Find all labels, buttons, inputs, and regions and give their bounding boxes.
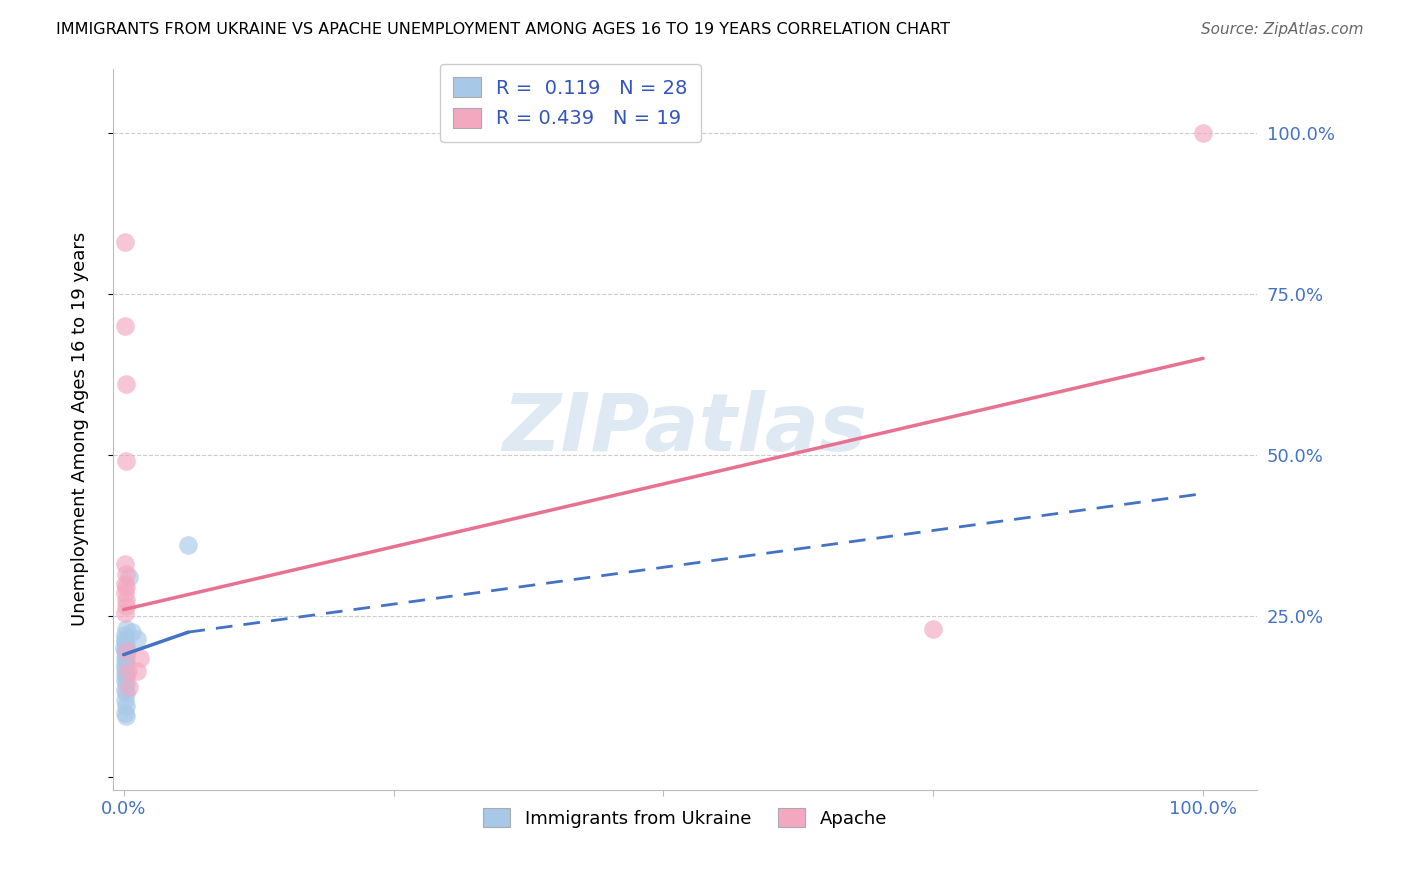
Point — [114, 651, 136, 665]
Point — [128, 651, 150, 665]
Point — [114, 235, 136, 250]
Point — [114, 593, 136, 607]
Point — [112, 641, 135, 656]
Point — [114, 699, 136, 714]
Point — [114, 706, 136, 720]
Point — [114, 319, 136, 334]
Point — [114, 667, 136, 681]
Point — [114, 683, 136, 698]
Point — [922, 622, 945, 636]
Point — [114, 664, 136, 678]
Point — [114, 632, 136, 646]
Point — [125, 632, 148, 646]
Point — [177, 538, 200, 552]
Point — [114, 377, 136, 392]
Point — [114, 670, 136, 684]
Text: Source: ZipAtlas.com: Source: ZipAtlas.com — [1201, 22, 1364, 37]
Point — [114, 654, 136, 668]
Point — [114, 558, 136, 572]
Point — [114, 648, 136, 662]
Point — [114, 599, 136, 614]
Point — [115, 644, 138, 658]
Point — [118, 680, 141, 694]
Point — [114, 657, 136, 672]
Text: ZIPatlas: ZIPatlas — [502, 390, 868, 468]
Point — [114, 606, 136, 620]
Legend: Immigrants from Ukraine, Apache: Immigrants from Ukraine, Apache — [475, 801, 894, 835]
Point — [114, 692, 136, 706]
Point — [114, 709, 136, 723]
Point — [114, 644, 136, 658]
Point — [114, 454, 136, 468]
Text: IMMIGRANTS FROM UKRAINE VS APACHE UNEMPLOYMENT AMONG AGES 16 TO 19 YEARS CORRELA: IMMIGRANTS FROM UKRAINE VS APACHE UNEMPL… — [56, 22, 950, 37]
Point — [114, 576, 136, 591]
Point — [121, 625, 143, 640]
Point — [114, 673, 136, 688]
Point — [117, 664, 139, 678]
Point — [114, 567, 136, 582]
Point — [114, 686, 136, 700]
Point — [114, 638, 136, 652]
Y-axis label: Unemployment Among Ages 16 to 19 years: Unemployment Among Ages 16 to 19 years — [72, 232, 89, 626]
Point — [114, 644, 136, 658]
Point — [125, 664, 148, 678]
Point — [114, 622, 136, 636]
Point — [114, 634, 136, 648]
Point — [114, 628, 136, 642]
Point — [114, 586, 136, 600]
Point — [114, 660, 136, 674]
Point — [118, 570, 141, 584]
Point — [1192, 126, 1215, 140]
Point — [114, 580, 136, 594]
Point — [114, 676, 136, 690]
